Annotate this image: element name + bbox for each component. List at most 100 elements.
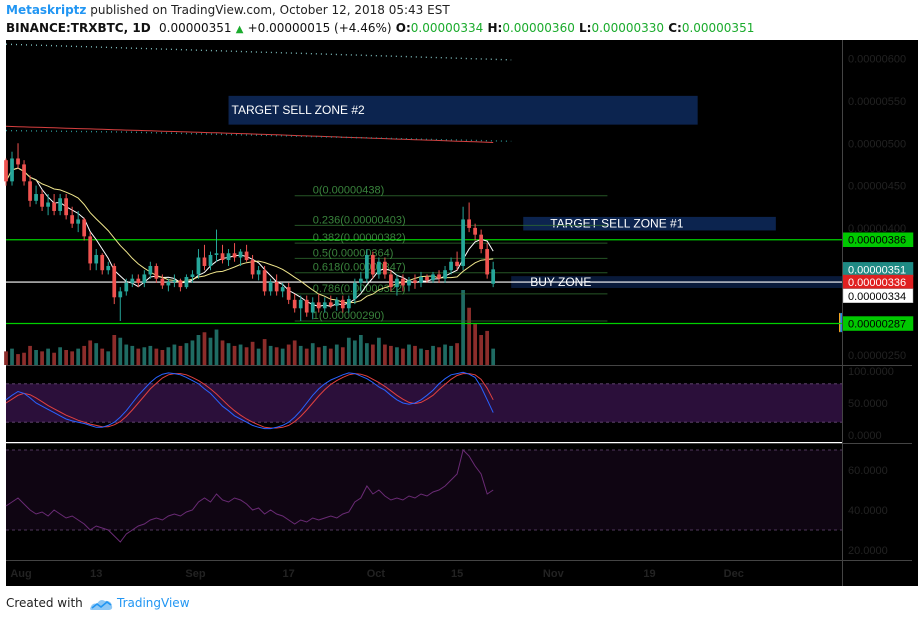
time-tick-label: 19: [643, 568, 655, 580]
volume-bar: [196, 335, 201, 365]
price-label: 0.00000334: [848, 291, 906, 303]
candle-body: [142, 274, 147, 283]
candle-body: [160, 278, 165, 286]
volume-bar: [383, 344, 387, 365]
ma-slow-line: [5, 125, 494, 143]
volume-bar: [449, 345, 453, 365]
volume-bar: [485, 330, 490, 365]
candle-body: [214, 253, 219, 255]
candle-body: [226, 253, 231, 261]
ma-mid-line: [5, 167, 494, 304]
low-label: L:: [579, 21, 592, 35]
price-pane: [6, 40, 842, 365]
candle-body: [112, 265, 117, 298]
volume-bar: [262, 339, 267, 365]
price-axis: [842, 40, 918, 586]
volume-bar: [76, 348, 81, 365]
volume-bar: [377, 337, 381, 365]
volume-bar: [208, 337, 213, 365]
volume-bar: [328, 348, 333, 365]
symbol-label: BINANCE:TRXBTC, 1D: [6, 21, 151, 35]
volume-bar: [34, 350, 38, 365]
volume-bar: [244, 347, 249, 365]
fib-label: 0.786(0.00000322): [313, 283, 406, 295]
author-name[interactable]: Metaskriptz: [6, 3, 87, 17]
candle-body: [316, 302, 321, 309]
candle-body: [413, 280, 417, 283]
candle-body: [389, 274, 393, 288]
stoch-tick-label: 100.0000: [848, 366, 894, 378]
volume-bar: [46, 348, 50, 365]
stoch-k-line: [5, 371, 494, 430]
price-label: 0.00000336: [848, 277, 906, 289]
volume-bar: [142, 347, 147, 365]
candle-body: [473, 227, 477, 235]
fib-label: 0.5(0.00000364): [313, 247, 394, 259]
time-tick-label: Oct: [367, 568, 386, 580]
candle-body: [244, 251, 249, 261]
volume-bar: [154, 348, 159, 365]
time-tick-label: 15: [451, 568, 463, 580]
rsi-band: [6, 450, 842, 530]
volume-bar: [395, 347, 399, 365]
volume-bar: [112, 335, 117, 365]
volume-bar: [304, 348, 309, 365]
candle-body: [340, 299, 345, 309]
candle-body: [82, 219, 87, 237]
volume-bar: [407, 344, 411, 365]
volume-bar: [389, 345, 393, 365]
tradingview-brand[interactable]: TradingView: [117, 596, 190, 610]
volume-bar: [322, 345, 327, 365]
price-tick-label: 0.00000450: [848, 181, 906, 193]
candle-body: [52, 202, 56, 211]
high-value: 0.00000360: [502, 21, 575, 35]
candle-body: [22, 164, 26, 182]
price-tick-label: 0.00000400: [848, 223, 906, 235]
volume-bar: [431, 345, 435, 365]
created-with-label: Created with: [6, 596, 83, 610]
candle-body: [425, 276, 429, 281]
volume-bar: [58, 347, 62, 365]
candle-body: [70, 215, 75, 224]
volume-bar: [280, 348, 285, 365]
volume-bar: [401, 348, 405, 365]
rsi-tick-label: 40.0000: [848, 505, 888, 517]
candle-body: [449, 261, 453, 271]
volume-bar: [166, 347, 171, 365]
low-value: 0.00000330: [591, 21, 665, 35]
candle-body: [250, 260, 255, 275]
open-value: 0.00000334: [410, 21, 484, 35]
open-label: O:: [395, 21, 411, 35]
candle-body: [358, 278, 363, 283]
candle-body: [274, 282, 279, 292]
candle-body: [100, 254, 105, 271]
candle-body: [461, 219, 465, 266]
candle-body: [346, 298, 351, 309]
stoch-tick-label: 50.0000: [848, 398, 888, 410]
published-text: published on TradingView.com, October 12…: [90, 3, 450, 17]
time-tick-label: 17: [283, 568, 295, 580]
candle-body: [455, 261, 459, 266]
candle-body: [395, 278, 399, 288]
candle-body: [94, 254, 99, 264]
footer: Created with TradingView: [0, 591, 920, 621]
time-tick-label: Aug: [10, 568, 31, 580]
volume-bar: [364, 343, 369, 365]
volume-bar: [479, 335, 484, 365]
candle-body: [64, 198, 69, 216]
stoch-band: [6, 383, 842, 423]
candle-body: [190, 274, 195, 277]
price-tick-label: 0.00000550: [848, 96, 906, 108]
candle-body: [437, 274, 441, 279]
volume-bar: [268, 345, 273, 365]
volume-bar: [473, 324, 477, 365]
candle-body: [208, 254, 213, 266]
candle-body: [491, 269, 496, 284]
candle-body: [268, 282, 273, 292]
candle-body: [280, 287, 285, 292]
time-tick-label: Sep: [185, 568, 205, 580]
volume-bar: [256, 348, 261, 365]
volume-bar: [136, 348, 141, 365]
candle-body: [328, 302, 333, 306]
